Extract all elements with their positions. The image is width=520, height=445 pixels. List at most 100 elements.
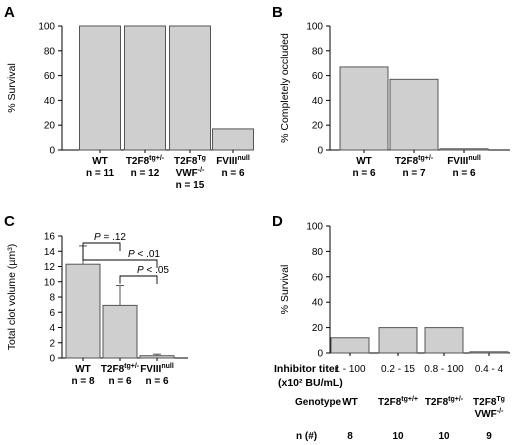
panel-c-bracket bbox=[82, 242, 121, 251]
panel-a-category-label-sup: tg+/- bbox=[149, 155, 165, 162]
panel-b-category-label-base: WT bbox=[356, 156, 372, 167]
panel-c-ytick-label: 8 bbox=[49, 293, 55, 304]
panel-a-bar bbox=[212, 128, 254, 151]
panel-c-category-label: FVIIInull bbox=[140, 363, 174, 375]
panel-b-category-label-base: n = 6 bbox=[452, 168, 476, 179]
panel-b-ytick-label: 80 bbox=[312, 46, 324, 57]
panel-a-category-label: n = 15 bbox=[176, 180, 205, 191]
panel-d-ytick-label: 80 bbox=[312, 247, 324, 258]
panel-c-category-label-base: n = 6 bbox=[108, 376, 132, 387]
panel-c-bar bbox=[139, 355, 175, 359]
panel-c-ytick-label: 10 bbox=[44, 277, 56, 288]
panel-c-pvalue-p: P bbox=[137, 265, 144, 276]
panel-c-ytick-label: 0 bbox=[49, 354, 55, 365]
panel-c-category-label: n = 6 bbox=[108, 376, 132, 387]
panel-d-genotype-label-sup: tg+/+ bbox=[401, 396, 418, 403]
panel-b-ytick-label: 0 bbox=[317, 146, 323, 157]
panel-a-category-label: n = 11 bbox=[86, 168, 115, 179]
panel-d-bar bbox=[469, 351, 509, 354]
panel-a-category-label: WT bbox=[92, 156, 108, 167]
panel-d-row-titer-unit: (x10² BU/mL) bbox=[278, 377, 343, 389]
panel-b-category-label: n = 6 bbox=[352, 168, 376, 179]
panel-b-category-label-sup: null bbox=[468, 155, 480, 162]
panel-a-category-label-base: n = 12 bbox=[131, 168, 160, 179]
panel-b-bar bbox=[389, 78, 439, 151]
panel-c-letter: C bbox=[4, 213, 15, 230]
panel-a-category-label-base: FVIII bbox=[216, 156, 237, 167]
panel-d-genotype-label-sup: Tg bbox=[496, 396, 505, 403]
panel-d-genotype-label: T2F8tg+/+ bbox=[378, 396, 418, 408]
panel-b-category-label: n = 6 bbox=[452, 168, 476, 179]
panel-d-genotype-label-base: T2F8 bbox=[473, 397, 497, 408]
panel-b-ytick-label: 60 bbox=[312, 71, 324, 82]
panel-a-category-label: T2F8tg+/- bbox=[126, 155, 165, 167]
panel-a-bar bbox=[169, 25, 211, 151]
panel-a-ytick-label: 80 bbox=[44, 46, 56, 57]
panel-d-bar bbox=[330, 337, 370, 354]
panel-c-category-label-base: n = 8 bbox=[71, 376, 95, 387]
panel-a-ytick-label: 0 bbox=[49, 146, 55, 157]
panel-d-y-title: % Survival bbox=[279, 265, 291, 315]
panel-c-category-label: n = 6 bbox=[145, 376, 169, 387]
panel-a-category-label-base: T2F8 bbox=[126, 156, 150, 167]
panel-b-category-label-base: n = 6 bbox=[352, 168, 376, 179]
panel-d-titer-value: 0.4 - 4 bbox=[475, 364, 504, 375]
panel-b-y-title: % Completely occluded bbox=[279, 33, 291, 143]
panel-c-pvalue-text: < .01 bbox=[135, 249, 161, 260]
panel-c-category-label-sup: null bbox=[161, 363, 173, 370]
panel-a-category-label-base: n = 15 bbox=[176, 180, 205, 191]
panel-b-category-label: n = 7 bbox=[402, 168, 426, 179]
panel-d-ytick-label: 60 bbox=[312, 272, 324, 283]
panel-d-genotype-label-sup: tg+/- bbox=[448, 396, 464, 403]
panel-b-category-label-base: FVIII bbox=[447, 156, 468, 167]
panel-c-category-label-base: n = 6 bbox=[145, 376, 169, 387]
panel-a-category-label-base: WT bbox=[92, 156, 108, 167]
panel-d-genotype-label: T2F8tg+/- bbox=[425, 396, 464, 408]
panel-d-genotype-label: VWF-/- bbox=[475, 408, 504, 420]
panel-a-category-label-sup: null bbox=[237, 155, 249, 162]
panel-a-letter: A bbox=[4, 4, 15, 21]
panel-d-genotype-label-base: WT bbox=[342, 397, 358, 408]
panel-a-bar bbox=[79, 25, 121, 151]
panel-a-ytick-label: 60 bbox=[44, 71, 56, 82]
panel-d-titer-value: 1 - 100 bbox=[334, 364, 366, 375]
panel-a-category-label: n = 6 bbox=[221, 168, 245, 179]
panel-c-category-label-base: WT bbox=[75, 364, 91, 375]
panel-a-bar bbox=[124, 25, 166, 151]
panel-a-category-label-base: VWF bbox=[176, 168, 198, 179]
panel-c-pvalue-text: < .05 bbox=[144, 265, 170, 276]
panel-d-row-titer: Inhibitor titer bbox=[274, 363, 339, 375]
panel-c-pvalue-p: P bbox=[94, 232, 101, 243]
panel-d-row-n: n (#) bbox=[296, 431, 317, 442]
panel-c-ytick-label: 6 bbox=[49, 308, 55, 319]
panel-b-letter: B bbox=[272, 4, 283, 21]
panel-d-ytick-label: 20 bbox=[312, 323, 324, 334]
panel-c-category-label-sup: tg+/- bbox=[124, 363, 140, 370]
panel-a-ytick-label: 40 bbox=[44, 96, 56, 107]
panel-c-pvalue: P < .01 bbox=[128, 249, 160, 260]
panel-d-bar bbox=[424, 327, 464, 354]
panel-a-category-label: T2F8Tg bbox=[174, 155, 206, 167]
panel-c-ytick-label: 16 bbox=[44, 232, 56, 243]
panel-c-bracket bbox=[82, 243, 158, 268]
panel-a-category-label: n = 12 bbox=[131, 168, 160, 179]
panel-c-category-label: T2F8tg+/- bbox=[101, 363, 140, 375]
panel-d-ytick-label: 0 bbox=[317, 349, 323, 360]
panel-d-genotype-label-base: T2F8 bbox=[378, 397, 402, 408]
panel-a-ytick-label: 100 bbox=[38, 22, 55, 33]
panel-d-genotype-label-base: VWF bbox=[475, 409, 497, 420]
panel-c-category-label-base: FVIII bbox=[140, 364, 161, 375]
panel-a-category-label-base: n = 11 bbox=[86, 168, 115, 179]
panel-a-category-label: VWF-/- bbox=[176, 167, 205, 179]
panel-d-n-value: 10 bbox=[438, 431, 450, 442]
panel-b-category-label-sup: tg+/- bbox=[418, 155, 434, 162]
panel-d-genotype-label: WT bbox=[342, 397, 358, 408]
panel-c-ytick-label: 2 bbox=[49, 338, 55, 349]
panel-a-category-label-base: n = 6 bbox=[221, 168, 245, 179]
panel-d-genotype-label-base: T2F8 bbox=[425, 397, 449, 408]
panel-b-ytick-label: 100 bbox=[306, 22, 323, 33]
panel-c-bar bbox=[65, 263, 101, 359]
panel-d-n-value: 8 bbox=[347, 431, 353, 442]
panel-c-category-label-base: T2F8 bbox=[101, 364, 125, 375]
